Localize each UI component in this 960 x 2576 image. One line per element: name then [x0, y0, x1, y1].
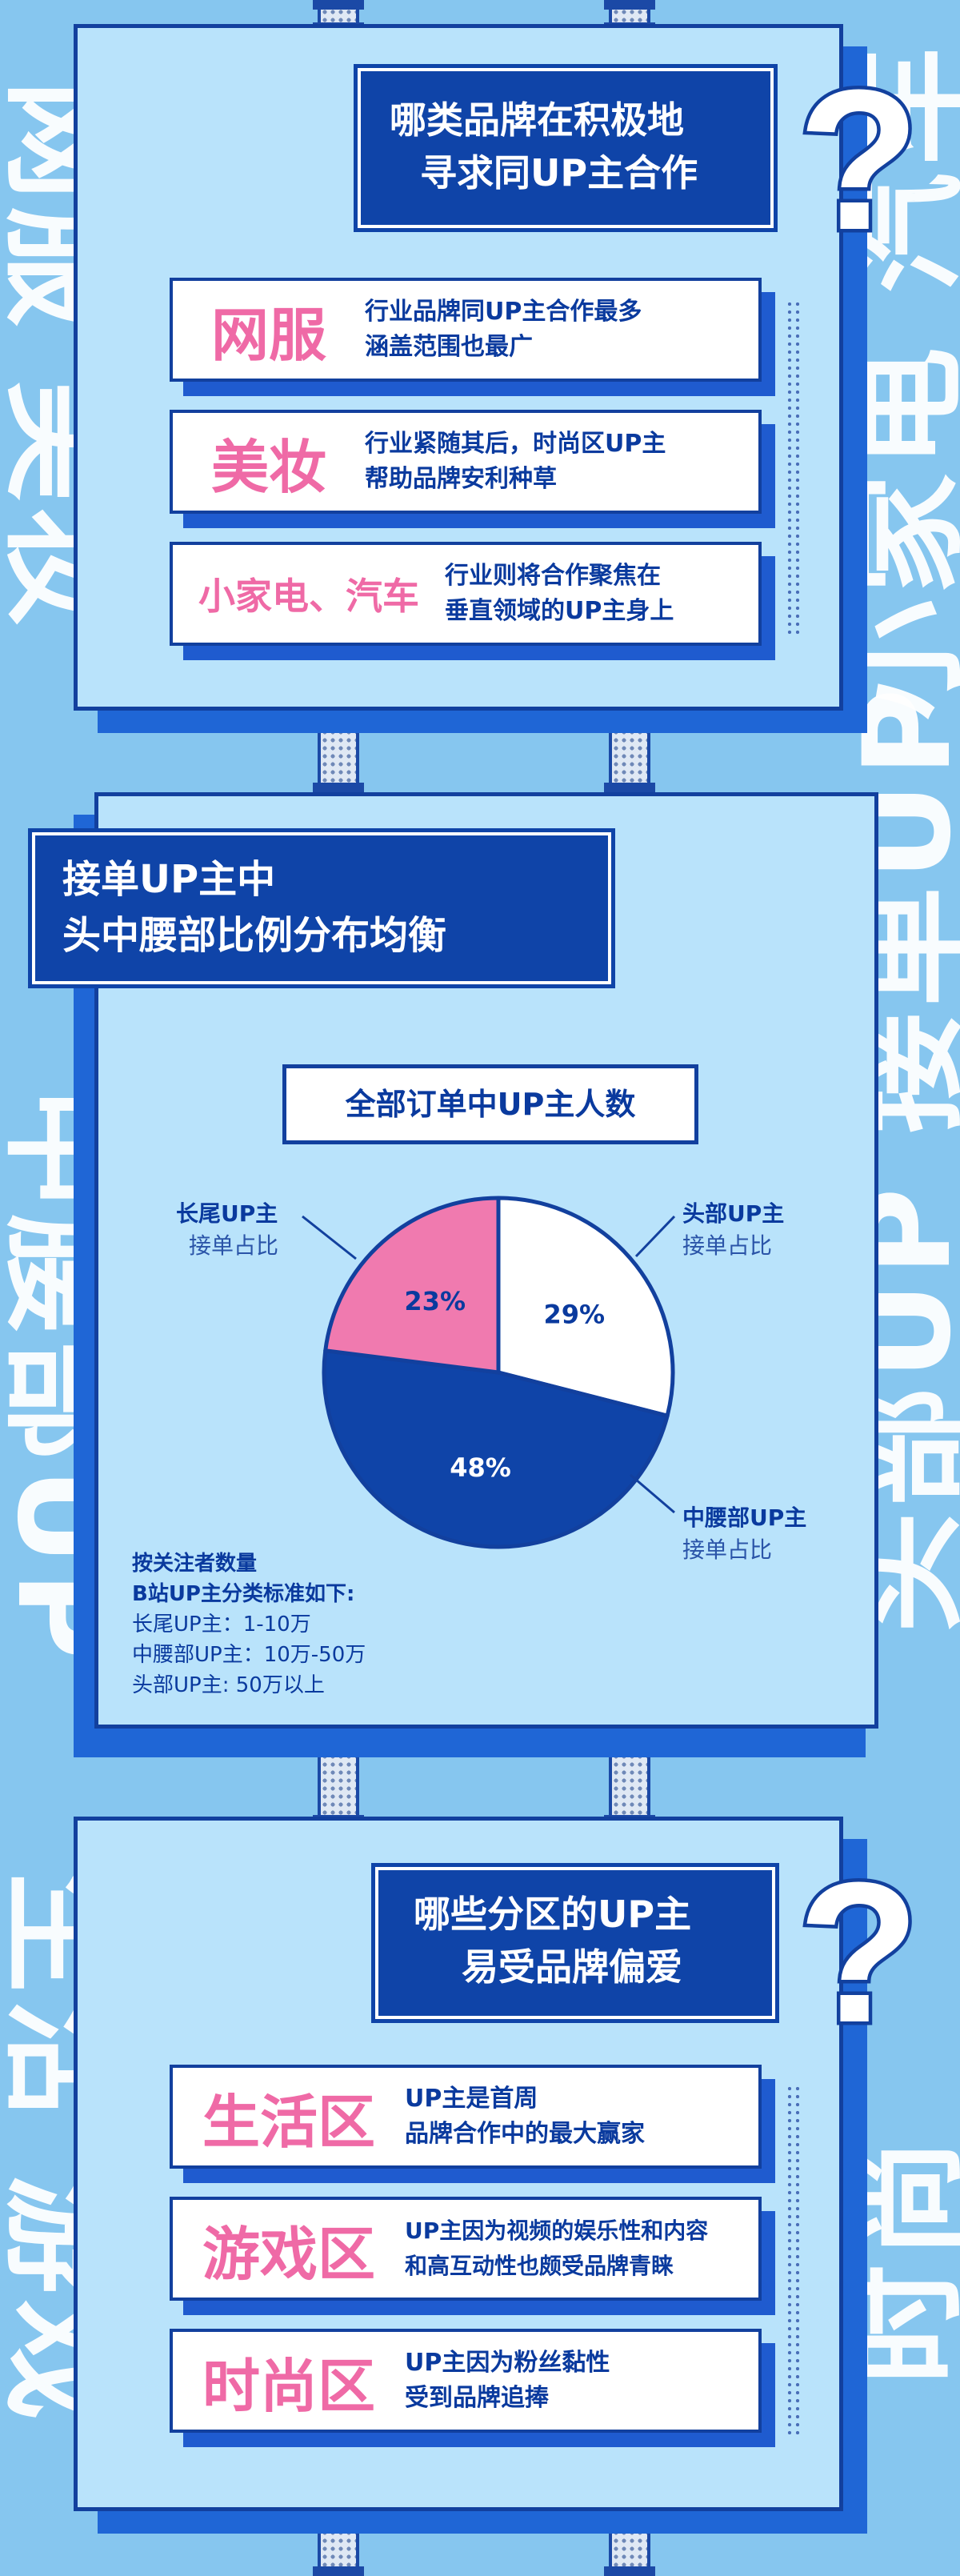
brand-item-desc: 行业紧随其后，时尚区UP主 帮助品牌安利种草 — [365, 430, 666, 493]
section1-title-line1: 哪类品牌在积极地 — [390, 98, 684, 142]
pie-sublabel-head: 接单占比 — [682, 1232, 773, 1259]
pie-chart-title: 全部订单中UP主人数 — [282, 1064, 698, 1144]
board-brands: 哪类品牌在积极地 寻求同UP主合作 ? 网服 行业品牌同UP主合作最多 涵盖范围… — [74, 24, 923, 711]
pie-slice-head — [496, 1196, 675, 1418]
section1-title: 哪类品牌在积极地 寻求同UP主合作 — [354, 64, 778, 232]
brand-item-name: 网服 — [210, 301, 326, 369]
board-zones: 哪些分区的UP主 易受品牌偏爱 ? 生活区 UP主是首周 品牌合作中的最大赢家 … — [74, 1817, 923, 2511]
brand-item-name: 小家电、汽车 — [198, 575, 419, 618]
brand-item-desc: 行业则将合作聚焦在 垂直领域的UP主身上 — [445, 562, 674, 625]
pie-label-head: 头部UP主 — [682, 1200, 785, 1227]
note-line-3: 长尾UP主：1-10万 — [132, 1613, 311, 1637]
section3-title-line1: 哪些分区的UP主 — [414, 1893, 692, 1936]
pie-label-long-tail: 长尾UP主 — [176, 1200, 278, 1227]
brand-item-meizhuang: 美妆 行业紧随其后，时尚区UP主 帮助品牌安利种草 — [170, 410, 762, 514]
brand-item-desc: 行业品牌同UP主合作最多 涵盖范围也最广 — [365, 298, 642, 361]
dot-pattern — [786, 300, 800, 636]
pie-sublabel-long-tail: 接单占比 — [189, 1232, 279, 1259]
dot-pattern — [786, 2085, 800, 2437]
question-mark-icon: ? — [794, 48, 924, 271]
brand-item-wangfu: 网服 行业品牌同UP主合作最多 涵盖范围也最广 — [170, 278, 762, 382]
question-mark-icon: ? — [794, 1841, 924, 2064]
pie-chart: 29% 48% 23% — [302, 1196, 676, 1549]
note-line-2: B站UP主分类标准如下: — [132, 1582, 355, 1606]
section3-title-line2: 易受品牌偏爱 — [462, 1945, 682, 1989]
note-line-5: 头部UP主: 50万以上 — [132, 1673, 325, 1697]
note-line-1: 按关注者数量 — [132, 1552, 258, 1576]
zone-item-fashion: 时尚区 UP主因为粉丝黏性 受到品牌追捧 — [170, 2329, 762, 2433]
brand-item-name: 美妆 — [210, 433, 326, 501]
zone-item-name: 生活区 — [202, 2088, 375, 2156]
pie-leader-line — [634, 1215, 676, 1258]
pie-leader-line — [302, 1215, 357, 1260]
zone-item-name: 时尚区 — [202, 2352, 375, 2420]
brand-item-appliance-car: 小家电、汽车 行业则将合作聚焦在 垂直领域的UP主身上 — [170, 542, 762, 646]
section2-title-line2: 头中腰部比例分布均衡 — [62, 913, 447, 958]
section2-title-line1: 接单UP主中 — [62, 857, 276, 902]
pie-value-label: 48% — [450, 1452, 511, 1483]
section3-title: 哪些分区的UP主 易受品牌偏爱 — [371, 1863, 779, 2023]
pie-leader-line — [630, 1473, 675, 1514]
note-line-4: 中腰部UP主：10万-50万 — [132, 1643, 366, 1667]
pie-label-mid: 中腰部UP主 — [682, 1504, 807, 1531]
pie-value-label: 23% — [404, 1286, 466, 1316]
zone-item-life: 生活区 UP主是首周 品牌合作中的最大赢家 — [170, 2065, 762, 2169]
pie-value-label: 29% — [543, 1300, 605, 1330]
pie-slice-long-tail — [323, 1196, 501, 1375]
pie-slice-mid — [322, 1348, 670, 1549]
zone-item-desc: UP主是首周 品牌合作中的最大赢家 — [405, 2085, 645, 2148]
section2-title: 接单UP主中 头中腰部比例分布均衡 — [28, 828, 615, 988]
pie-sublabel-mid: 接单占比 — [682, 1536, 773, 1563]
zone-item-game: 游戏区 UP主因为视频的娱乐性和内容 和高互动性也颇受品牌青睐 — [170, 2197, 762, 2301]
zone-item-desc: UP主因为视频的娱乐性和内容 和高互动性也颇受品牌青睐 — [405, 2217, 709, 2279]
section1-title-line2: 寻求同UP主合作 — [420, 151, 698, 194]
zone-item-desc: UP主因为粉丝黏性 受到品牌追捧 — [405, 2349, 610, 2412]
zone-item-name: 游戏区 — [202, 2220, 375, 2288]
